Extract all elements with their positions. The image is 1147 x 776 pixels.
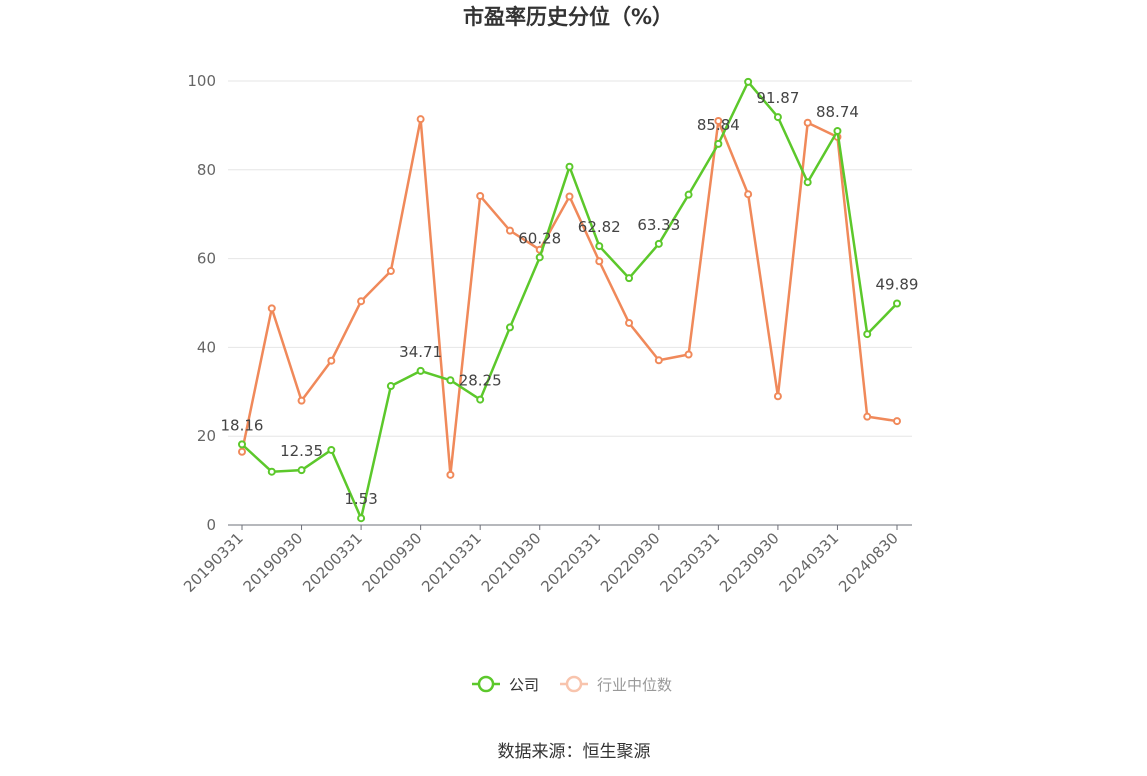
legend-label: 行业中位数 <box>597 676 672 694</box>
data-point <box>684 190 693 199</box>
y-tick-label: 60 <box>197 250 216 268</box>
x-tick-label: 20200331 <box>299 529 366 596</box>
data-point <box>684 350 693 359</box>
data-point <box>893 417 901 426</box>
data-label: 91.87 <box>756 89 799 107</box>
data-point <box>803 118 812 127</box>
data-point <box>416 115 425 124</box>
data-point <box>327 356 336 365</box>
y-tick-label: 0 <box>206 516 216 534</box>
data-point <box>893 299 901 308</box>
data-point <box>446 470 455 479</box>
series-line-1 <box>240 117 898 477</box>
data-label: 12.35 <box>280 442 323 460</box>
legend-swatch-marker <box>477 675 495 693</box>
data-point <box>386 267 395 276</box>
data-point <box>327 445 336 454</box>
data-point <box>297 466 306 475</box>
data-label: 1.53 <box>344 490 377 508</box>
data-point <box>773 392 782 401</box>
data-label: 34.71 <box>399 343 442 361</box>
data-labels: 18.16 12.35 1.53 34.71 28.25 60.28 62.82 63.33 8… <box>221 89 919 508</box>
data-point <box>595 242 604 251</box>
data-point <box>565 192 574 201</box>
gridlines <box>228 80 912 437</box>
x-tick-label: 20190331 <box>180 529 247 596</box>
data-point <box>505 226 514 235</box>
x-tick-label: 20200930 <box>359 529 426 596</box>
legend-item-0[interactable]: 公司 <box>472 675 539 694</box>
data-point <box>505 323 514 332</box>
data-point <box>386 382 395 391</box>
x-tick-label: 20210331 <box>418 529 485 596</box>
data-point <box>297 396 306 405</box>
data-point <box>446 376 455 385</box>
legend-label: 公司 <box>509 676 539 694</box>
data-label: 63.33 <box>637 216 680 234</box>
data-point <box>357 514 366 523</box>
data-label: 60.28 <box>518 229 561 247</box>
series-line-0 <box>241 80 898 520</box>
data-point <box>654 356 663 365</box>
legend-item-1[interactable]: 行业中位数 <box>560 675 672 694</box>
data-point <box>625 274 634 283</box>
data-point <box>267 304 276 313</box>
data-label: 18.16 <box>221 416 264 434</box>
data-point <box>833 126 842 135</box>
x-tick-label: 20240830 <box>835 529 902 596</box>
data-point <box>803 178 812 187</box>
chart-title: 市盈率历史分位（%） <box>463 5 673 29</box>
data-label: 88.74 <box>816 103 859 121</box>
data-point <box>773 113 782 122</box>
data-point <box>357 297 366 306</box>
x-tick-label: 20220331 <box>537 529 604 596</box>
data-point <box>267 467 276 476</box>
data-point <box>476 395 485 404</box>
x-tick-label: 20240331 <box>776 529 843 596</box>
data-point <box>565 162 574 171</box>
x-tick-label: 20190930 <box>240 529 307 596</box>
y-tick-label: 80 <box>197 161 216 179</box>
data-point <box>238 447 246 456</box>
data-label: 62.82 <box>578 218 621 236</box>
data-point <box>744 77 753 86</box>
y-tick-label: 40 <box>197 338 216 356</box>
y-tick-label: 20 <box>197 427 216 445</box>
data-point <box>595 257 604 266</box>
data-point <box>238 440 246 449</box>
x-tick-label: 20230930 <box>716 529 783 596</box>
data-point <box>714 116 723 125</box>
data-label: 49.89 <box>876 275 919 293</box>
source-note: 数据来源：恒生聚源 <box>498 742 651 762</box>
data-point <box>654 239 663 248</box>
legend[interactable]: 公司 行业中位数 <box>472 675 672 694</box>
data-label: 85.84 <box>697 116 740 134</box>
data-point <box>416 366 425 375</box>
series-layer <box>238 77 901 523</box>
x-tick-label: 20210930 <box>478 529 545 596</box>
data-point <box>476 191 485 200</box>
x-axis: 2019033120190930202003312020093020210331… <box>180 524 912 596</box>
data-point <box>535 253 544 262</box>
data-point <box>863 412 872 421</box>
legend-swatch-marker <box>565 675 583 693</box>
data-label: 28.25 <box>459 372 502 390</box>
y-axis: 0 20 40 60 80 100 <box>187 72 216 534</box>
data-point <box>625 318 634 327</box>
data-point <box>744 190 753 199</box>
data-point <box>714 139 723 148</box>
y-tick-label: 100 <box>187 72 216 90</box>
x-tick-label: 20220930 <box>597 529 664 596</box>
x-tick-label: 20230331 <box>656 529 723 596</box>
data-point <box>863 330 872 339</box>
